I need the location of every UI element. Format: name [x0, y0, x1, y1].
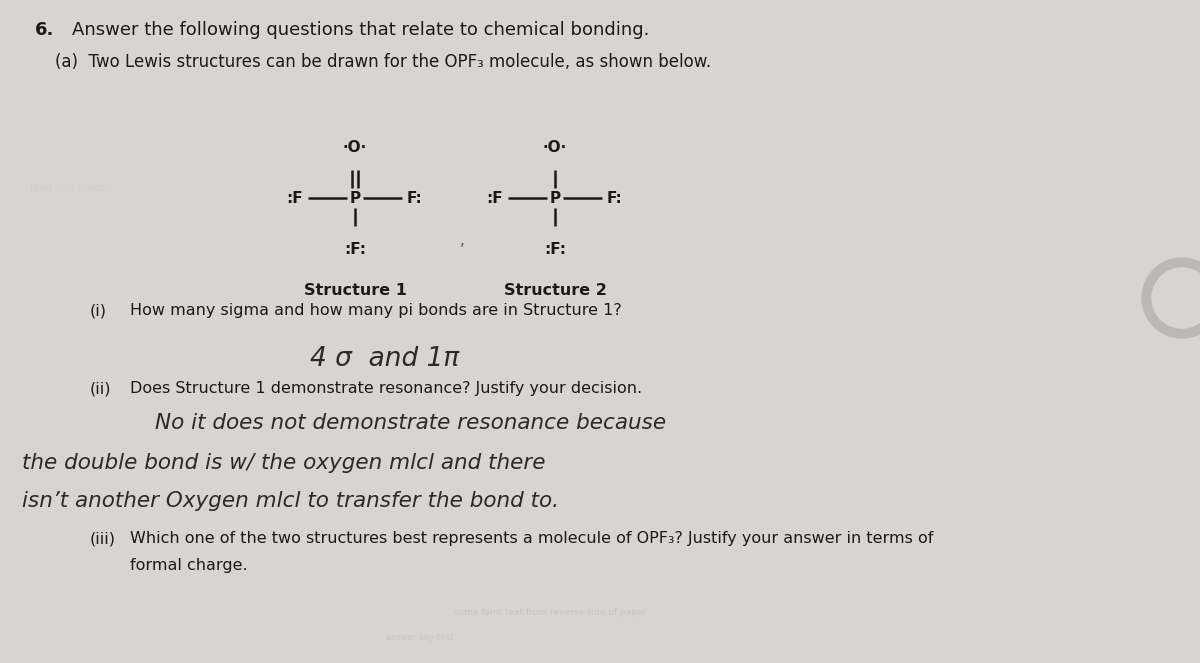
Text: (a)  Two Lewis structures can be drawn for the OPF₃ molecule, as shown below.: (a) Two Lewis structures can be drawn fo… — [55, 53, 712, 71]
Text: ·O·: ·O· — [343, 139, 367, 154]
Text: the double bond is w/ the oxygen mlcl and there: the double bond is w/ the oxygen mlcl an… — [22, 453, 546, 473]
Text: (iii): (iii) — [90, 531, 116, 546]
Text: faint text bleed: faint text bleed — [30, 183, 106, 193]
Text: isn’t another Oxygen mlcl to transfer the bond to.: isn’t another Oxygen mlcl to transfer th… — [22, 491, 559, 511]
Text: P: P — [550, 190, 560, 206]
Text: F:: F: — [407, 190, 422, 206]
Text: :F:: :F: — [344, 241, 366, 257]
Text: some faint text from reverse side of paper: some faint text from reverse side of pap… — [454, 608, 646, 617]
Text: ,: , — [460, 233, 464, 248]
Text: 6.: 6. — [35, 21, 54, 39]
Text: (i): (i) — [90, 303, 107, 318]
Text: formal charge.: formal charge. — [130, 558, 247, 573]
Text: Answer the following questions that relate to chemical bonding.: Answer the following questions that rela… — [72, 21, 649, 39]
Text: P: P — [349, 190, 360, 206]
Text: Structure 2: Structure 2 — [504, 283, 606, 298]
Circle shape — [1152, 268, 1200, 328]
Text: :F: :F — [486, 190, 503, 206]
Text: :F: :F — [287, 190, 302, 206]
Text: F:: F: — [607, 190, 623, 206]
Text: ·O·: ·O· — [542, 139, 568, 154]
Text: No it does not demonstrate resonance because: No it does not demonstrate resonance bec… — [155, 413, 666, 433]
Text: 4 σ  and 1π: 4 σ and 1π — [310, 346, 460, 372]
Text: :F:: :F: — [544, 241, 566, 257]
Text: Structure 1: Structure 1 — [304, 283, 407, 298]
Text: How many sigma and how many pi bonds are in Structure 1?: How many sigma and how many pi bonds are… — [130, 303, 622, 318]
Circle shape — [1142, 258, 1200, 338]
Text: Does Structure 1 demonstrate resonance? Justify your decision.: Does Structure 1 demonstrate resonance? … — [130, 381, 642, 396]
Text: Which one of the two structures best represents a molecule of OPF₃? Justify your: Which one of the two structures best rep… — [130, 531, 934, 546]
Text: (ii): (ii) — [90, 381, 112, 396]
Text: answer key text: answer key text — [386, 633, 454, 642]
